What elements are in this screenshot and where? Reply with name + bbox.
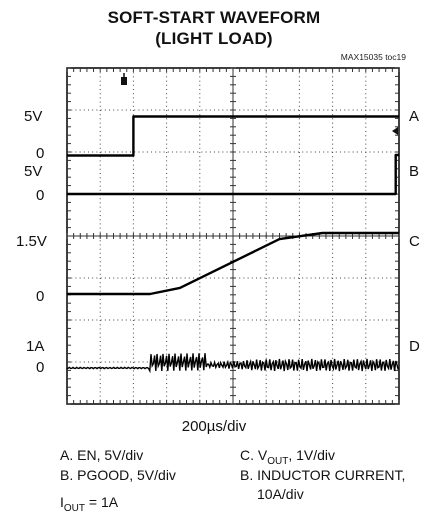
trace-b	[67, 153, 399, 196]
scope-grid	[66, 67, 400, 405]
channel-d-level-high: 1A	[26, 338, 44, 355]
chart-title: SOFT-START WAVEFORM	[107, 8, 321, 27]
trigger-marker	[121, 77, 127, 85]
trace-a	[67, 115, 399, 157]
channel-b-level-zero: 0	[36, 187, 44, 204]
channel-c-letter: C	[409, 233, 420, 250]
caption-d-scale: 10A/div	[257, 486, 304, 502]
scope-traces	[66, 115, 399, 374]
channel-b-level-high: 5V	[24, 163, 42, 180]
caption-a: A. EN, 5V/div	[60, 447, 144, 463]
channel-a-letter: A	[409, 108, 419, 125]
time-scale-label: 200µs/div	[181, 418, 247, 435]
caption-c: C. VOUT, 1V/div	[240, 447, 336, 467]
channel-a-level-high: 5V	[24, 108, 42, 125]
caption-b: B. PGOOD, 5V/div	[60, 467, 176, 483]
figure-tag: MAX15035 toc19	[340, 52, 406, 62]
trace-c	[67, 231, 399, 296]
channel-d-level-zero: 0	[36, 359, 44, 376]
trace-d	[66, 353, 399, 374]
scope-markers	[121, 73, 398, 135]
caption-d: B. INDUCTOR CURRENT,	[240, 467, 406, 483]
channel-a-level-zero: 0	[36, 145, 44, 162]
channel-d-letter: D	[409, 338, 420, 355]
channel-c-level-high: 1.5V	[16, 233, 47, 250]
level-marker	[392, 127, 398, 135]
channel-c-level-zero: 0	[36, 288, 44, 305]
caption-iout: IOUT = 1A	[60, 494, 119, 514]
chart-subtitle: (LIGHT LOAD)	[155, 29, 273, 48]
channel-b-letter: B	[409, 163, 419, 180]
